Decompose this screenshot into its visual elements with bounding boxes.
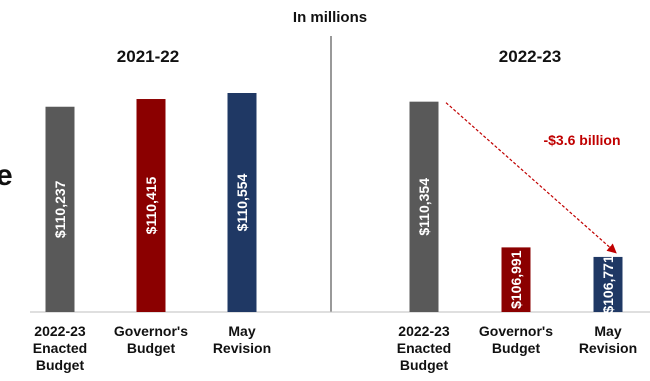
bar-value-label: $110,237 — [52, 180, 68, 238]
category-label: Governor's Budget — [479, 323, 553, 356]
category-label: May Revision — [213, 323, 271, 356]
left-edge-text-fragment: e — [0, 159, 13, 192]
bar-value-label: $106,991 — [508, 250, 524, 309]
annotation-label: -$3.6 billion — [543, 132, 620, 148]
decrease-arrow — [445, 102, 617, 254]
bar-value-label: $106,771 — [600, 255, 616, 314]
bar-value-label: $110,554 — [234, 173, 250, 231]
bar — [45, 106, 75, 312]
bar — [501, 247, 531, 312]
bar — [136, 99, 166, 312]
panel-title: 2021-22 — [117, 47, 179, 66]
annotation-layer: -$3.6 billion — [445, 102, 621, 254]
bar-value-label: $110,354 — [416, 178, 432, 236]
category-label: May Revision — [579, 323, 637, 356]
bar — [593, 256, 623, 312]
bar-value-label: $110,415 — [143, 176, 159, 234]
panel-title: 2022-23 — [499, 47, 561, 66]
bars-layer: 2021-22 $110,237 2022-23 Enacted Budget $110,… — [33, 47, 637, 373]
category-label: 2022-23 Enacted Budget — [397, 323, 451, 373]
category-label: 2022-23 Enacted Budget — [33, 323, 87, 373]
bar — [409, 101, 439, 312]
bar — [227, 93, 257, 312]
chart-title: In millions — [293, 9, 367, 26]
category-label: Governor's Budget — [114, 323, 188, 356]
